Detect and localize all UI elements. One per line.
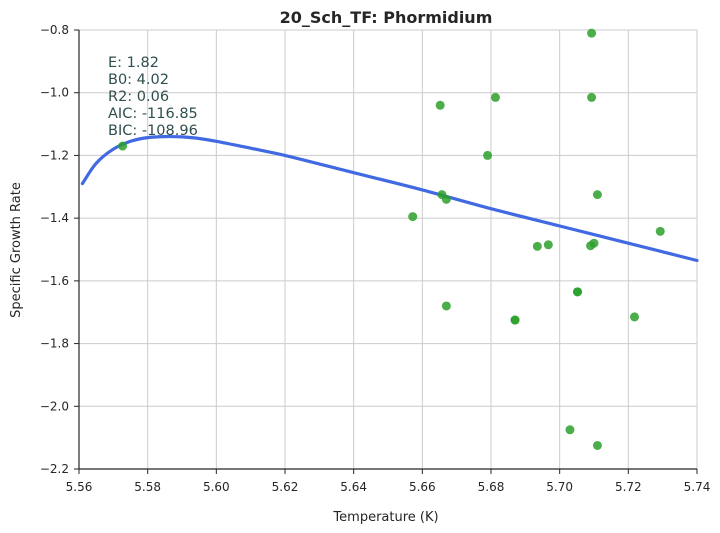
data-point xyxy=(408,212,418,222)
data-point xyxy=(532,241,542,251)
data-point xyxy=(655,226,665,236)
fit-curve-layer xyxy=(80,134,699,263)
data-point xyxy=(592,440,602,450)
annotation-b0: B0: 4.02 xyxy=(108,72,169,88)
x-axis-title: Temperature (K) xyxy=(332,510,438,525)
fit-curve xyxy=(80,134,699,263)
x-tick-label: 5.62 xyxy=(272,480,299,494)
data-point xyxy=(435,100,445,110)
y-tick-label: −1.6 xyxy=(40,274,69,288)
data-point xyxy=(441,194,451,204)
y-tick-label: −2.2 xyxy=(40,462,69,476)
y-tick-label: −2.0 xyxy=(40,399,69,413)
y-ticks: −2.2 −2.0 −1.8 −1.6 −1.4 −1.2 −1.0 −0.8 xyxy=(40,23,79,476)
x-tick-label: 5.68 xyxy=(478,480,505,494)
data-point xyxy=(490,92,500,102)
y-tick-label: −1.2 xyxy=(40,148,69,162)
fit-annotations: E: 1.82 B0: 4.02 R2: 0.06 AIC: -116.85 B… xyxy=(108,55,198,139)
annotation-e: E: 1.82 xyxy=(108,55,159,71)
x-ticks: 5.56 5.58 5.60 5.62 5.64 5.66 5.68 5.70 5.72 5.74 xyxy=(66,469,711,494)
annotation-bic: BIC: -108.96 xyxy=(108,123,198,139)
data-point xyxy=(441,301,451,311)
y-tick-label: −1.8 xyxy=(40,337,69,351)
data-point xyxy=(573,287,583,297)
data-point xyxy=(118,141,128,151)
data-point xyxy=(510,315,520,325)
y-tick-label: −1.4 xyxy=(40,211,69,225)
x-tick-label: 5.70 xyxy=(546,480,573,494)
y-tick-label: −0.8 xyxy=(40,23,69,37)
data-point xyxy=(483,150,493,160)
data-point xyxy=(589,238,599,248)
annotation-aic: AIC: -116.85 xyxy=(108,106,198,122)
data-point xyxy=(630,312,640,322)
x-tick-label: 5.72 xyxy=(615,480,642,494)
data-point xyxy=(587,28,597,38)
data-point xyxy=(543,240,553,250)
plot-background xyxy=(79,30,697,469)
annotation-r2: R2: 0.06 xyxy=(108,89,169,105)
x-tick-label: 5.74 xyxy=(684,480,711,494)
x-tick-label: 5.64 xyxy=(340,480,367,494)
x-tick-label: 5.58 xyxy=(134,480,161,494)
y-tick-label: −1.0 xyxy=(40,86,69,100)
y-axis-title: Specific Growth Rate xyxy=(9,182,24,318)
data-point xyxy=(592,190,602,200)
points-layer xyxy=(118,28,665,450)
x-tick-label: 5.60 xyxy=(203,480,230,494)
data-point xyxy=(587,92,597,102)
chart-title: 20_Sch_TF: Phormidium xyxy=(280,8,493,27)
data-point xyxy=(565,425,575,435)
x-tick-label: 5.66 xyxy=(409,480,436,494)
x-tick-label: 5.56 xyxy=(66,480,93,494)
